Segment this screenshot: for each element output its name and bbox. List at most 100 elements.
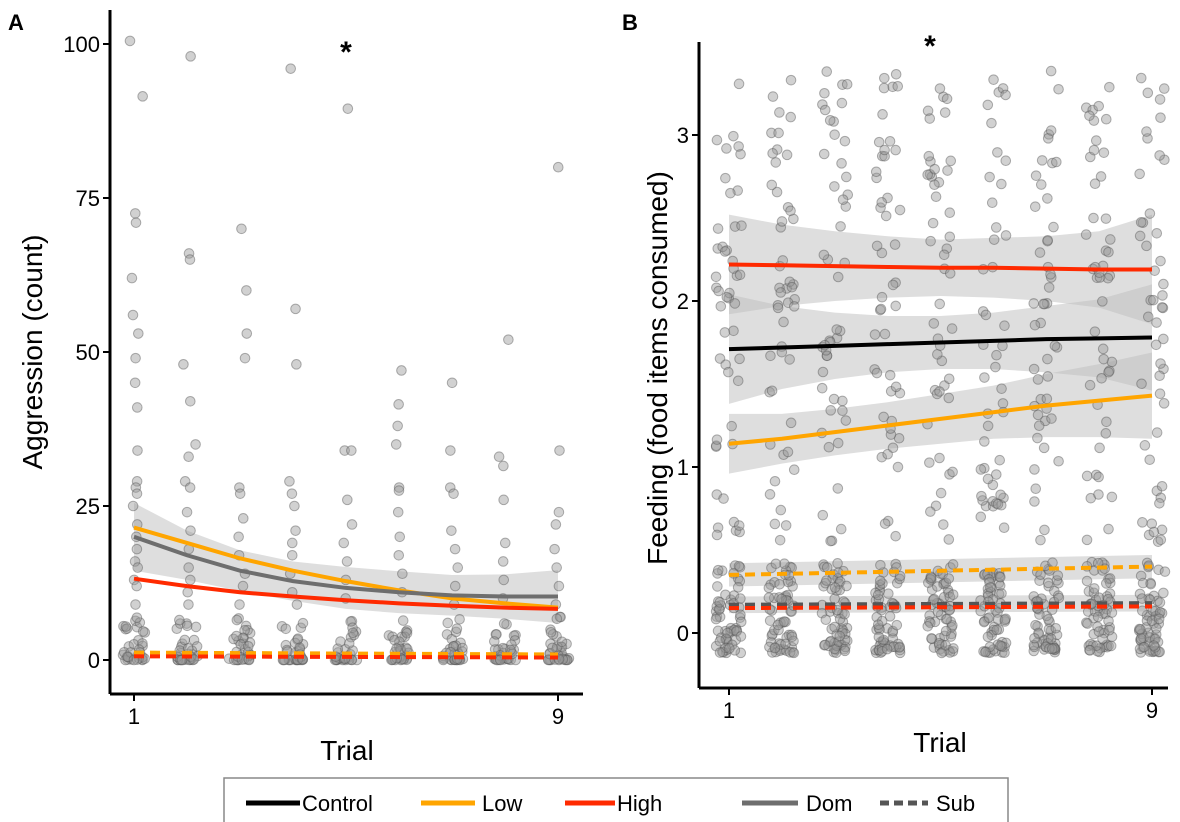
data-point [1155,112,1166,123]
data-point [244,637,256,648]
panel-b-x-title: Trial [913,727,966,758]
data-point [786,629,797,641]
data-point [1030,483,1042,495]
data-point [120,623,131,635]
data-point [888,641,899,653]
data-point [999,641,1010,653]
data-point [730,525,742,536]
panel-b-y-title: Feeding (food items consumed) [642,171,673,565]
data-point [765,579,776,590]
data-point [555,611,566,623]
data-point [764,641,775,653]
data-point [732,185,743,196]
data-point [879,72,890,84]
panel-a-y-title: Aggression (count) [17,234,48,469]
data-point [817,366,829,378]
data-point [767,628,778,640]
data-point [826,623,838,635]
data-point [823,441,835,453]
data-point [931,388,943,400]
data-point [401,625,413,636]
data-point [1053,592,1065,604]
data-point [778,644,790,655]
data-point [1156,302,1168,313]
data-point [819,639,830,651]
data-point [1151,485,1163,497]
data-point [945,155,957,167]
data-point [1155,358,1166,369]
data-point [1038,442,1050,454]
data-point [980,309,992,321]
data-point [1105,234,1116,245]
data-point [183,451,194,463]
data-point [828,646,840,658]
data-point [736,220,747,231]
data-point [821,66,833,77]
data-point [1040,641,1052,652]
data-point [556,641,568,653]
series-line [728,601,1153,607]
data-point [832,437,844,449]
series-line [133,650,559,657]
panel-b-significance: * [924,30,936,63]
data-point [991,624,1003,636]
data-point [774,282,785,294]
data-point [1148,590,1160,602]
data-point [1146,615,1158,627]
data-point [766,385,778,397]
data-point [560,654,571,666]
data-point [1053,455,1064,467]
data-point [993,624,1005,635]
data-point [766,179,778,191]
data-point [732,582,744,593]
data-point [1098,624,1109,636]
data-point [711,601,723,612]
data-point [923,616,935,627]
data-point [1149,641,1161,653]
data-point [128,638,140,650]
data-point [455,637,466,649]
data-point [183,599,194,610]
data-point [1051,156,1062,168]
data-point [923,150,935,162]
data-point [561,654,573,666]
data-point [132,562,144,573]
data-point [120,654,131,666]
data-point [780,590,792,602]
series-line [728,564,1153,577]
data-point [720,172,731,184]
data-point [734,575,746,587]
data-point [1144,632,1155,643]
data-point [228,633,239,645]
data-point [772,299,784,311]
data-point [935,487,947,499]
data-point [890,558,902,570]
data-point [828,116,839,127]
data-point [1135,635,1147,647]
data-point [943,644,955,656]
data-point [985,586,997,598]
data-point [547,629,559,640]
data-point [1097,296,1108,307]
data-point [562,654,573,666]
data-point [720,359,732,370]
data-point [1040,560,1051,572]
data-point [1100,608,1111,620]
data-point [334,653,345,665]
data-point [978,616,990,628]
data-point [939,380,950,391]
data-point [233,635,244,647]
data-point [782,201,794,213]
data-point [870,587,881,599]
data-point [984,171,995,183]
data-point [393,399,404,410]
data-point [773,624,784,636]
data-point [393,485,405,496]
data-point [1034,609,1045,620]
data-point [1135,647,1147,658]
data-point [449,543,461,555]
data-point [711,434,723,445]
data-point [720,589,731,601]
data-point [710,440,722,452]
data-point [1135,216,1147,228]
